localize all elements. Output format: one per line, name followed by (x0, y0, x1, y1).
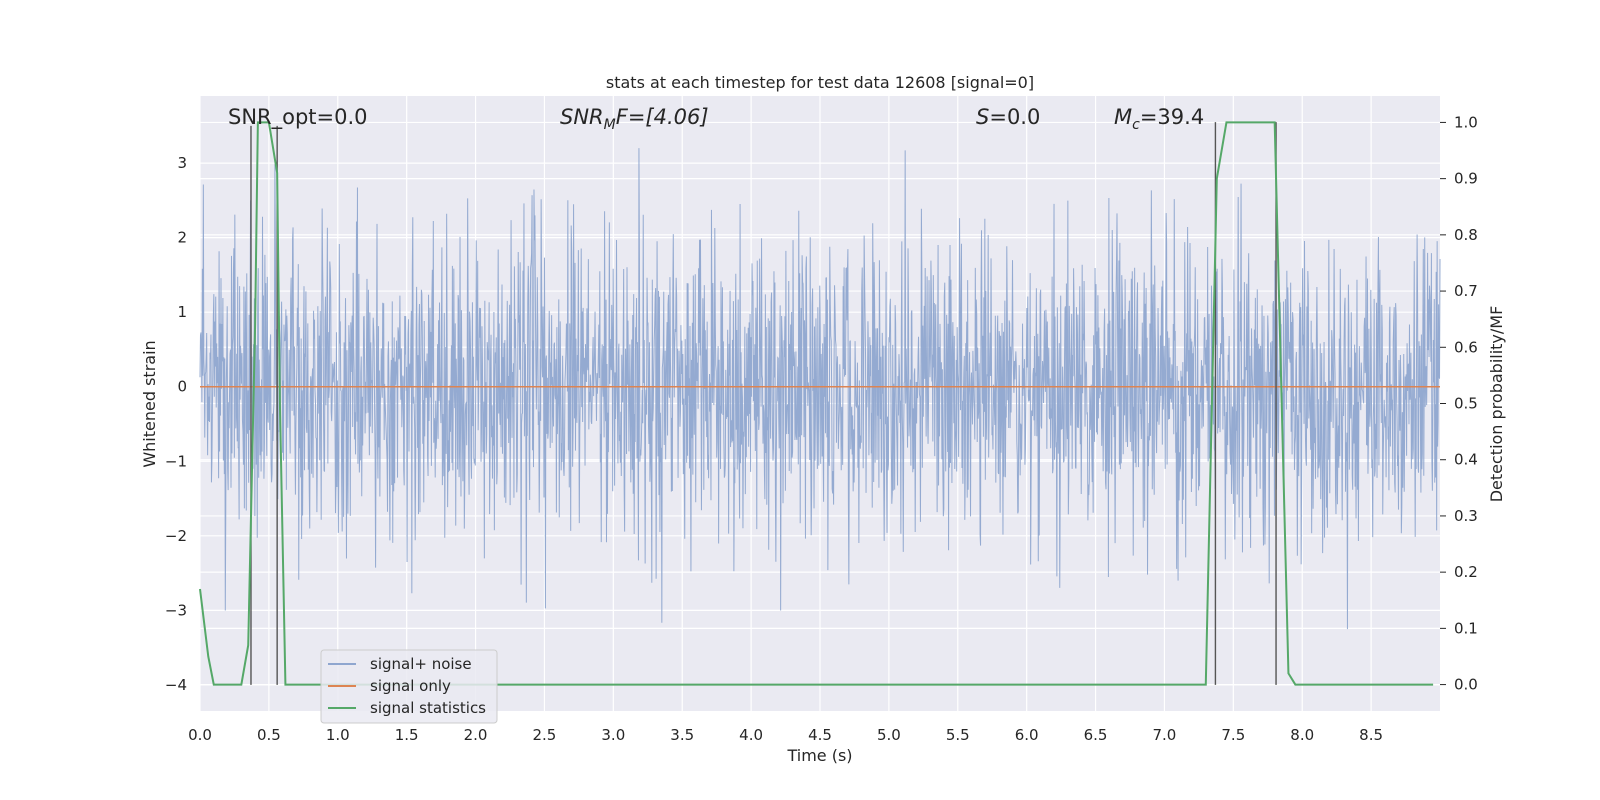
annotation-mc-rest: =39.4 (1140, 105, 1204, 129)
y2-tick-label: 1.0 (1454, 113, 1478, 131)
y2-tick-label: 0.2 (1454, 563, 1478, 581)
annotation-snr-mf-main: SNR (560, 105, 604, 129)
y2-tick-label: 0.8 (1454, 226, 1478, 244)
y2-axis-label: Detection probability/MF (1487, 306, 1506, 503)
annotation-snr-mf: SNRMF=[4.06] (560, 105, 709, 133)
x-tick-label: 0.0 (188, 726, 212, 744)
annotation-s: S=0.0 (976, 105, 1040, 129)
x-tick-label: 6.0 (1015, 726, 1039, 744)
x-tick-label: 7.5 (1221, 726, 1245, 744)
x-tick-label: 4.5 (808, 726, 832, 744)
x-tick-label: 7.0 (1153, 726, 1177, 744)
x-tick-label: 5.0 (877, 726, 901, 744)
y-tick-label: 3 (177, 154, 187, 172)
annotation-snr-mf-sub: M (604, 117, 616, 133)
legend-label-signal-plus-noise: signal+ noise (370, 655, 472, 673)
y-axis-label: Whitened strain (140, 340, 159, 467)
legend: signal+ noise signal only signal statist… (320, 649, 498, 724)
y-tick-label: 0 (177, 378, 187, 396)
x-tick-label: 0.5 (257, 726, 281, 744)
series-signal-plus-noise (199, 148, 1441, 630)
y2-tick-label: 0.1 (1454, 619, 1478, 637)
x-tick-label: 8.5 (1359, 726, 1383, 744)
x-axis-label: Time (s) (786, 746, 852, 765)
y-tick-label: −2 (165, 527, 187, 545)
y2-tick-label: 0.3 (1454, 507, 1478, 525)
annotation-s-italic: S (976, 105, 989, 129)
y2-tick-label: 0.9 (1454, 170, 1478, 188)
y2-axis-ticks: 1.0 0.9 0.8 0.7 0.6 0.5 0.4 0.3 0.2 0.1 0.0 (1440, 113, 1478, 694)
y-tick-label: 1 (177, 303, 187, 321)
y2-tick-label: 0.0 (1454, 676, 1478, 694)
annotation-mc-main: M (1114, 105, 1132, 129)
x-tick-label: 1.5 (395, 726, 419, 744)
x-tick-label: 2.5 (533, 726, 557, 744)
annotation-s-rest: =0.0 (989, 105, 1040, 129)
y2-tick-label: 0.4 (1454, 451, 1478, 469)
y2-tick-label: 0.6 (1454, 338, 1478, 356)
x-tick-label: 1.0 (326, 726, 350, 744)
legend-label-signal-statistics: signal statistics (370, 699, 486, 717)
x-tick-label: 2.0 (464, 726, 488, 744)
y-tick-label: −4 (165, 676, 187, 694)
y-tick-label: 2 (177, 229, 187, 247)
x-tick-label: 8.0 (1290, 726, 1314, 744)
y-axis-ticks: 3 2 1 0 −1 −2 −3 −4 (165, 154, 187, 694)
chart-title: stats at each timestep for test data 126… (606, 73, 1034, 92)
annotation-mc-sub: c (1132, 117, 1140, 133)
legend-label-signal-only: signal only (370, 677, 451, 695)
y2-tick-label: 0.5 (1454, 395, 1478, 413)
x-tick-label: 5.5 (946, 726, 970, 744)
annotation-snr-opt: SNR_opt=0.0 (228, 105, 368, 130)
noise-trace (199, 148, 1441, 630)
x-tick-label: 3.0 (601, 726, 625, 744)
y2-tick-label: 0.7 (1454, 282, 1478, 300)
annotation-snr-mf-rest: F=[4.06] (616, 105, 709, 129)
legend-box (320, 649, 498, 724)
x-tick-label: 4.0 (739, 726, 763, 744)
series-signal-statistics (199, 121, 1434, 686)
x-tick-label: 3.5 (670, 726, 694, 744)
annotation-mc: Mc=39.4 (1114, 105, 1204, 133)
signal-statistics-line (199, 121, 1434, 686)
y-tick-label: −3 (165, 601, 187, 619)
y-tick-label: −1 (165, 452, 187, 470)
x-axis-ticks: 0.0 0.5 1.0 1.5 2.0 2.5 3.0 3.5 4.0 4.5 5.0 5.5 6.0 6… (188, 726, 1383, 744)
x-tick-label: 6.5 (1084, 726, 1108, 744)
